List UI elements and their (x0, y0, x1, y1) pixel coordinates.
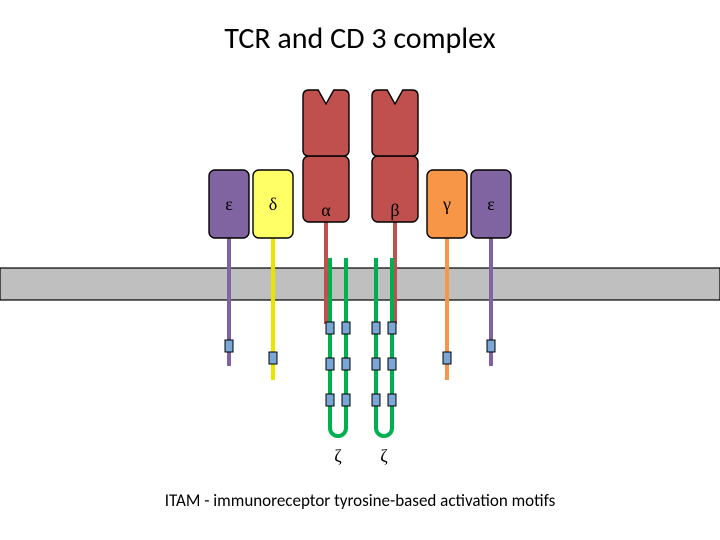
tcr-alpha-v-domain (303, 90, 349, 156)
zeta-right-label: ζ (380, 446, 388, 466)
zeta-right-itam-2 (372, 394, 380, 406)
delta-itam-0 (269, 352, 277, 364)
tcr-alpha-label: α (321, 200, 331, 220)
zeta-left-itam-2 (326, 394, 334, 406)
zeta-left-itam-2 (342, 394, 350, 406)
epsilon-left-itam-0 (225, 340, 233, 352)
membrane (0, 268, 720, 300)
zeta-right-itam-2 (388, 394, 396, 406)
zeta-left-itam-1 (326, 358, 334, 370)
gamma-label: γ (442, 194, 451, 214)
delta-label: δ (269, 194, 277, 214)
zeta-right-itam-0 (372, 322, 380, 334)
tcr-beta-label: β (390, 200, 399, 220)
zeta-left-itam-0 (342, 322, 350, 334)
zeta-right-itam-1 (388, 358, 396, 370)
gamma-itam-0 (443, 352, 451, 364)
zeta-right-itam-0 (388, 322, 396, 334)
zeta-left-label: ζ (334, 446, 342, 466)
epsilon-right-itam-0 (487, 340, 495, 352)
epsilon-right-label: ε (487, 194, 495, 214)
tcr-diagram: ζ ζ ε δ γ ε α β (0, 0, 720, 540)
zeta-right-itam-1 (372, 358, 380, 370)
zeta-left-itam-1 (342, 358, 350, 370)
epsilon-left-label: ε (225, 194, 233, 214)
tcr-beta-v-domain (372, 90, 418, 156)
zeta-left-itam-0 (326, 322, 334, 334)
